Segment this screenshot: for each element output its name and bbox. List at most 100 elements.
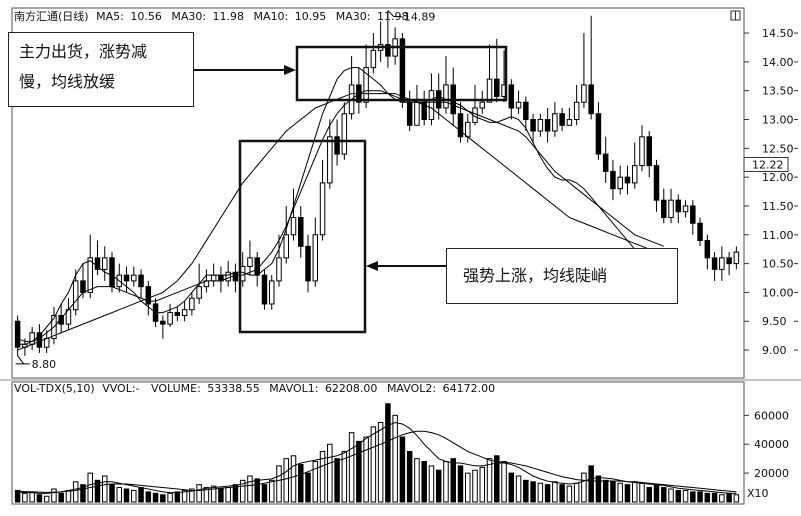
price-tick-label: 9.50 xyxy=(762,315,787,328)
candle-body-down xyxy=(559,113,565,126)
candle-body-down xyxy=(690,205,696,224)
volume-bar xyxy=(210,485,217,503)
volume-bar xyxy=(450,458,456,503)
volume-bar xyxy=(138,487,144,503)
volume-bar xyxy=(123,488,130,503)
volume-bar xyxy=(348,432,355,503)
candle-body-up xyxy=(443,84,449,109)
candle xyxy=(726,252,732,276)
candle-body-up xyxy=(363,67,369,103)
price-tick-label: 11.50 xyxy=(762,200,794,213)
candle xyxy=(406,90,413,132)
candle-body-up xyxy=(131,274,137,282)
volume-bar xyxy=(174,491,181,503)
candle xyxy=(131,266,137,287)
candle xyxy=(305,234,311,293)
volume-bar xyxy=(682,489,689,503)
ma-line-1 xyxy=(17,67,664,342)
volume-bar xyxy=(72,481,79,503)
volume-bar xyxy=(581,472,587,503)
volume-bar xyxy=(370,426,377,503)
candle xyxy=(116,263,123,293)
candle xyxy=(72,269,79,316)
mavol-line-2 xyxy=(17,430,737,493)
candle-body-up xyxy=(414,101,420,126)
candle-body-down xyxy=(494,78,500,97)
annotation-distribution-line1: 主力出货，涨势减 xyxy=(19,42,148,61)
candle xyxy=(595,102,602,160)
volume-bar xyxy=(573,482,580,503)
volume-bar xyxy=(22,492,28,503)
candle xyxy=(247,240,253,276)
candle-body-down xyxy=(697,222,703,242)
volume-bar xyxy=(610,481,616,503)
candle xyxy=(610,159,616,201)
vol-mavol2-label: MAVOL2: xyxy=(387,382,436,395)
price-tick-label: 10.50 xyxy=(762,258,794,271)
candle-body-down xyxy=(145,286,152,305)
candle-body-down xyxy=(174,312,181,316)
volume-bar xyxy=(595,475,602,503)
candle xyxy=(138,269,144,299)
candle-body-down xyxy=(530,119,536,132)
candle xyxy=(123,266,130,293)
volume-bar xyxy=(283,458,290,503)
volume-bar xyxy=(631,481,638,503)
window-restore-icon[interactable] xyxy=(730,10,741,21)
price-tick-label: 10.00 xyxy=(762,286,794,299)
candle xyxy=(181,301,188,322)
ma5-value: 10.56 xyxy=(130,10,162,23)
volume-bar xyxy=(181,489,188,503)
candle xyxy=(421,90,427,126)
candle-body-up xyxy=(341,113,348,155)
ma-line-2 xyxy=(17,90,664,345)
candle-body-up xyxy=(189,297,195,311)
candle xyxy=(218,266,224,293)
candle-body-up xyxy=(87,257,93,293)
candle xyxy=(566,107,573,126)
volume-bar xyxy=(116,487,123,503)
price-tick-label: 14.50 xyxy=(762,27,794,40)
candle xyxy=(363,44,369,108)
candle-body-up xyxy=(319,182,326,236)
volume-bar xyxy=(559,484,565,503)
candle-body-down xyxy=(661,199,667,218)
volume-bar xyxy=(334,458,340,503)
candle-body-down xyxy=(523,101,529,121)
candle-body-up xyxy=(312,234,319,282)
candle xyxy=(290,188,297,241)
volume-bar xyxy=(298,463,304,503)
candle xyxy=(101,246,108,281)
mavol-line-1 xyxy=(17,422,737,494)
volume-bar xyxy=(479,466,486,503)
candle-body-up xyxy=(537,119,544,132)
candle-body-up xyxy=(43,338,50,348)
volume-bar xyxy=(29,491,35,503)
vol-volume-value: 53338.55 xyxy=(207,382,260,395)
vol-mavol2-value: 64172.00 xyxy=(443,382,496,395)
candle xyxy=(530,113,536,143)
candle-body-down xyxy=(610,170,616,190)
volume-bar xyxy=(36,494,43,503)
volume-bar xyxy=(385,403,391,503)
candle-body-up xyxy=(552,113,558,132)
candle xyxy=(479,90,486,114)
candle xyxy=(276,234,282,287)
candle xyxy=(319,159,326,241)
high-marker: 14.89 xyxy=(387,10,435,24)
volume-bar xyxy=(225,487,231,503)
arrow-to-distribution-icon xyxy=(194,65,296,75)
volume-bar xyxy=(254,478,260,503)
candle-body-up xyxy=(210,274,217,282)
candle xyxy=(160,315,166,339)
low-price-label: 8.80 xyxy=(32,358,56,371)
candle-body-up xyxy=(515,101,522,109)
candle xyxy=(544,107,551,143)
volume-bar xyxy=(530,481,536,503)
volume-bar xyxy=(544,484,551,503)
candle xyxy=(653,159,660,212)
price-tick-label: 11.00 xyxy=(762,229,794,242)
volume-bar xyxy=(94,479,101,503)
volume-bar xyxy=(494,455,500,503)
vol-mavol1-value: 62208.00 xyxy=(325,382,378,395)
